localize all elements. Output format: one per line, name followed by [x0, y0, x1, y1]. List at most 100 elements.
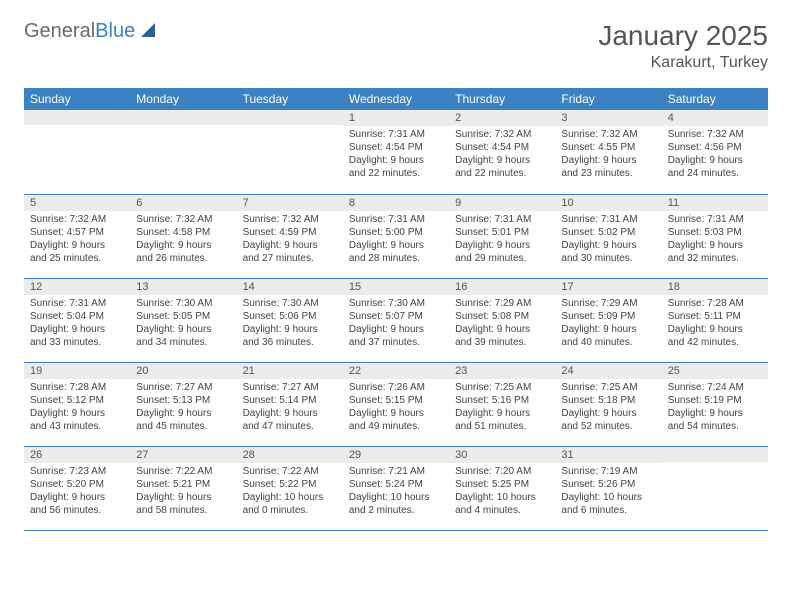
- day-content: Sunrise: 7:28 AMSunset: 5:12 PMDaylight:…: [24, 379, 130, 437]
- day-content: Sunrise: 7:25 AMSunset: 5:16 PMDaylight:…: [449, 379, 555, 437]
- day-content: Sunrise: 7:32 AMSunset: 4:57 PMDaylight:…: [24, 211, 130, 269]
- sunrise-text: Sunrise: 7:25 AM: [561, 381, 655, 394]
- day-cell: 31Sunrise: 7:19 AMSunset: 5:26 PMDayligh…: [555, 446, 661, 530]
- day-cell: 16Sunrise: 7:29 AMSunset: 5:08 PMDayligh…: [449, 278, 555, 362]
- day-number: [237, 110, 343, 125]
- day-number: 28: [237, 447, 343, 463]
- day-content: Sunrise: 7:29 AMSunset: 5:09 PMDaylight:…: [555, 295, 661, 353]
- day-number: 20: [130, 363, 236, 379]
- day-content: Sunrise: 7:22 AMSunset: 5:22 PMDaylight:…: [237, 463, 343, 521]
- day-content: Sunrise: 7:23 AMSunset: 5:20 PMDaylight:…: [24, 463, 130, 521]
- day-number: 5: [24, 195, 130, 211]
- day-number: 8: [343, 195, 449, 211]
- sunset-text: Sunset: 5:07 PM: [349, 310, 443, 323]
- day-cell: 27Sunrise: 7:22 AMSunset: 5:21 PMDayligh…: [130, 446, 236, 530]
- day-cell: 29Sunrise: 7:21 AMSunset: 5:24 PMDayligh…: [343, 446, 449, 530]
- day-content: Sunrise: 7:27 AMSunset: 5:14 PMDaylight:…: [237, 379, 343, 437]
- day-content: Sunrise: 7:24 AMSunset: 5:19 PMDaylight:…: [662, 379, 768, 437]
- sunset-text: Sunset: 4:57 PM: [30, 226, 124, 239]
- day-cell: [130, 110, 236, 194]
- day-content: Sunrise: 7:30 AMSunset: 5:07 PMDaylight:…: [343, 295, 449, 353]
- day-number: 26: [24, 447, 130, 463]
- day-content: Sunrise: 7:32 AMSunset: 4:59 PMDaylight:…: [237, 211, 343, 269]
- day-number: 18: [662, 279, 768, 295]
- daylight-text: Daylight: 9 hours: [561, 407, 655, 420]
- day-number: 11: [662, 195, 768, 211]
- sunset-text: Sunset: 5:25 PM: [455, 478, 549, 491]
- logo: GeneralBlue: [24, 20, 155, 43]
- sunrise-text: Sunrise: 7:20 AM: [455, 465, 549, 478]
- week-row: 26Sunrise: 7:23 AMSunset: 5:20 PMDayligh…: [24, 446, 768, 530]
- sunrise-text: Sunrise: 7:31 AM: [561, 213, 655, 226]
- daylight-text: and 37 minutes.: [349, 336, 443, 349]
- day-cell: 15Sunrise: 7:30 AMSunset: 5:07 PMDayligh…: [343, 278, 449, 362]
- day-cell: 11Sunrise: 7:31 AMSunset: 5:03 PMDayligh…: [662, 194, 768, 278]
- sunrise-text: Sunrise: 7:19 AM: [561, 465, 655, 478]
- daylight-text: Daylight: 9 hours: [349, 239, 443, 252]
- daylight-text: Daylight: 9 hours: [243, 407, 337, 420]
- day-cell: 8Sunrise: 7:31 AMSunset: 5:00 PMDaylight…: [343, 194, 449, 278]
- daylight-text: Daylight: 10 hours: [561, 491, 655, 504]
- day-cell: [24, 110, 130, 194]
- day-content: Sunrise: 7:32 AMSunset: 4:55 PMDaylight:…: [555, 126, 661, 184]
- day-content: Sunrise: 7:31 AMSunset: 4:54 PMDaylight:…: [343, 126, 449, 184]
- day-number: 31: [555, 447, 661, 463]
- day-content: Sunrise: 7:31 AMSunset: 5:03 PMDaylight:…: [662, 211, 768, 269]
- day-content: Sunrise: 7:26 AMSunset: 5:15 PMDaylight:…: [343, 379, 449, 437]
- daylight-text: Daylight: 9 hours: [349, 407, 443, 420]
- logo-text: GeneralBlue: [24, 20, 135, 43]
- day-number: 24: [555, 363, 661, 379]
- daylight-text: and 26 minutes.: [136, 252, 230, 265]
- daylight-text: and 51 minutes.: [455, 420, 549, 433]
- daylight-text: and 58 minutes.: [136, 504, 230, 517]
- daylight-text: Daylight: 9 hours: [561, 154, 655, 167]
- day-content: Sunrise: 7:27 AMSunset: 5:13 PMDaylight:…: [130, 379, 236, 437]
- day-content: Sunrise: 7:32 AMSunset: 4:54 PMDaylight:…: [449, 126, 555, 184]
- daylight-text: and 27 minutes.: [243, 252, 337, 265]
- daylight-text: Daylight: 9 hours: [561, 323, 655, 336]
- day-cell: 6Sunrise: 7:32 AMSunset: 4:58 PMDaylight…: [130, 194, 236, 278]
- daylight-text: Daylight: 9 hours: [243, 239, 337, 252]
- day-number: [24, 110, 130, 125]
- sunset-text: Sunset: 5:15 PM: [349, 394, 443, 407]
- day-number: 10: [555, 195, 661, 211]
- sunrise-text: Sunrise: 7:31 AM: [455, 213, 549, 226]
- week-row: 12Sunrise: 7:31 AMSunset: 5:04 PMDayligh…: [24, 278, 768, 362]
- sunset-text: Sunset: 5:22 PM: [243, 478, 337, 491]
- sunset-text: Sunset: 5:12 PM: [30, 394, 124, 407]
- day-number: 6: [130, 195, 236, 211]
- sunset-text: Sunset: 5:14 PM: [243, 394, 337, 407]
- week-row: 5Sunrise: 7:32 AMSunset: 4:57 PMDaylight…: [24, 194, 768, 278]
- sunset-text: Sunset: 5:11 PM: [668, 310, 762, 323]
- day-number: 15: [343, 279, 449, 295]
- dayheader-tuesday: Tuesday: [237, 88, 343, 110]
- daylight-text: Daylight: 9 hours: [668, 407, 762, 420]
- daylight-text: Daylight: 9 hours: [668, 239, 762, 252]
- day-number: 7: [237, 195, 343, 211]
- day-content: Sunrise: 7:31 AMSunset: 5:00 PMDaylight:…: [343, 211, 449, 269]
- day-content: Sunrise: 7:21 AMSunset: 5:24 PMDaylight:…: [343, 463, 449, 521]
- dayheader-thursday: Thursday: [449, 88, 555, 110]
- sunrise-text: Sunrise: 7:25 AM: [455, 381, 549, 394]
- title-block: January 2025 Karakurt, Turkey: [598, 20, 768, 72]
- day-content: Sunrise: 7:19 AMSunset: 5:26 PMDaylight:…: [555, 463, 661, 521]
- dayheader-friday: Friday: [555, 88, 661, 110]
- sunset-text: Sunset: 5:24 PM: [349, 478, 443, 491]
- daylight-text: Daylight: 9 hours: [349, 154, 443, 167]
- day-number: 9: [449, 195, 555, 211]
- sunset-text: Sunset: 4:59 PM: [243, 226, 337, 239]
- daylight-text: and 0 minutes.: [243, 504, 337, 517]
- day-number: 16: [449, 279, 555, 295]
- daylight-text: Daylight: 10 hours: [243, 491, 337, 504]
- daylight-text: and 34 minutes.: [136, 336, 230, 349]
- day-number: 1: [343, 110, 449, 126]
- day-number: 12: [24, 279, 130, 295]
- sunset-text: Sunset: 5:02 PM: [561, 226, 655, 239]
- sunset-text: Sunset: 5:20 PM: [30, 478, 124, 491]
- daylight-text: Daylight: 10 hours: [455, 491, 549, 504]
- sunrise-text: Sunrise: 7:23 AM: [30, 465, 124, 478]
- daylight-text: and 28 minutes.: [349, 252, 443, 265]
- sunrise-text: Sunrise: 7:30 AM: [349, 297, 443, 310]
- daylight-text: Daylight: 9 hours: [30, 491, 124, 504]
- daylight-text: and 43 minutes.: [30, 420, 124, 433]
